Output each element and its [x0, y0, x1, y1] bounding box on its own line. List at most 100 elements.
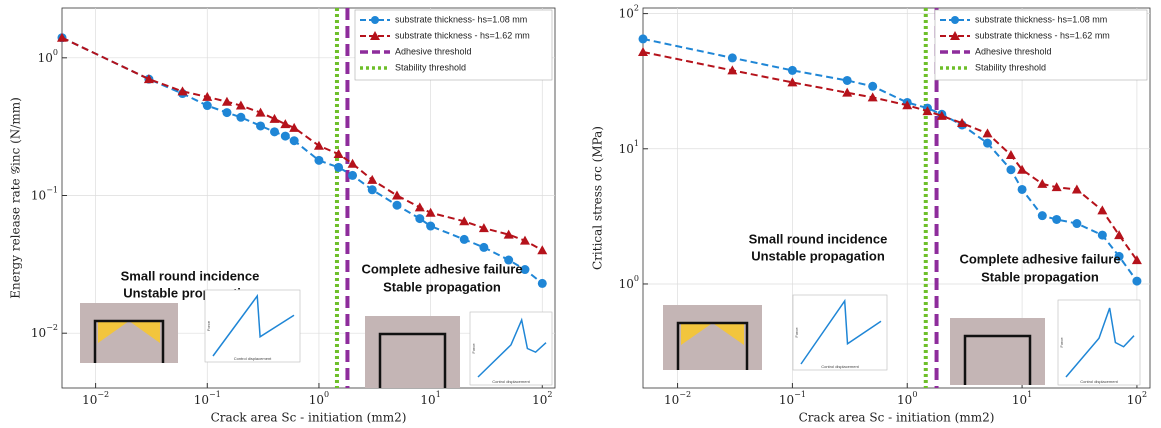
x-tick-label: 100: [897, 390, 917, 407]
legend-label: Stability threshold: [395, 62, 466, 72]
legend-marker: [371, 16, 379, 24]
inset-specimen: [663, 305, 762, 370]
chart: 10−2 10−1 100 101 102 100 101 102 Crack area Sc …: [591, 4, 1151, 425]
marker: [255, 107, 266, 117]
legend-label: Adhesive threshold: [395, 46, 472, 56]
y-tick-label: 101: [619, 139, 639, 156]
marker: [503, 229, 514, 239]
marker: [143, 74, 154, 84]
series-line: [642, 37, 1138, 282]
x-tick-label: 101: [1012, 390, 1032, 407]
x-axis-label: Crack area Sc - initiation (mm2): [799, 411, 995, 425]
marker: [425, 207, 436, 217]
inset-crack: [98, 321, 160, 343]
marker: [520, 265, 530, 275]
legend-marker: [370, 31, 380, 40]
legend-label: substrate thickness- hs=1.08 mm: [975, 14, 1107, 24]
marker: [727, 65, 738, 75]
inset-curve: [1065, 307, 1135, 378]
marker: [1132, 276, 1142, 286]
marker: [1037, 178, 1048, 188]
inset-crack: [681, 323, 744, 345]
annotation: Small round incidence: [121, 268, 260, 283]
marker: [787, 65, 797, 75]
x-tick-label: 10−2: [664, 390, 691, 407]
marker: [57, 32, 67, 42]
inset-label: Force: [1059, 337, 1064, 348]
inset-specimen: [80, 303, 178, 363]
marker: [202, 101, 212, 111]
marker: [236, 112, 246, 122]
marker: [348, 170, 358, 180]
marker: [1006, 165, 1016, 175]
marker: [367, 174, 378, 184]
inset-label: Control displacement: [1080, 379, 1118, 384]
marker: [289, 136, 299, 146]
x-tick-label: 102: [1127, 390, 1147, 407]
y-axis-label: Energy release rate 𝒢inc (N/mm): [9, 97, 23, 299]
y-tick-label: 10−2: [31, 323, 58, 340]
x-tick-label: 100: [309, 390, 329, 407]
x-tick-label: 102: [532, 390, 552, 407]
marker: [459, 234, 469, 244]
marker: [415, 214, 425, 224]
marker: [222, 108, 232, 118]
marker: [727, 53, 737, 63]
y-tick-label: 100: [619, 274, 639, 291]
marker: [414, 202, 425, 212]
marker: [269, 113, 280, 123]
marker: [256, 121, 266, 131]
inset-label: Force: [471, 343, 476, 354]
marker: [1017, 164, 1028, 174]
marker: [1052, 214, 1062, 224]
marker: [334, 162, 344, 172]
annotation: Stable propagation: [383, 279, 501, 294]
marker: [537, 278, 547, 288]
marker: [347, 158, 358, 168]
y-tick-label: 100: [38, 48, 58, 64]
marker: [314, 155, 324, 165]
inset-label: Control displacement: [234, 356, 272, 361]
annotation: Unstable propagation: [751, 248, 885, 263]
marker: [1114, 230, 1125, 240]
marker: [504, 255, 514, 265]
marker: [1131, 255, 1142, 265]
inset-graph: [792, 294, 888, 371]
x-tick-label: 10−1: [194, 390, 221, 407]
marker: [519, 235, 530, 245]
marker: [392, 200, 402, 210]
marker: [1114, 251, 1124, 261]
marker: [1037, 211, 1047, 221]
marker: [221, 96, 232, 106]
marker: [1017, 184, 1027, 194]
marker: [280, 119, 291, 129]
inset-frame: [676, 321, 749, 370]
marker: [426, 221, 436, 231]
annotation: Stable propagation: [981, 269, 1099, 284]
inset-label: Force: [794, 327, 799, 338]
marker: [235, 100, 246, 110]
marker: [957, 118, 968, 128]
marker: [1071, 184, 1082, 194]
marker: [983, 138, 993, 148]
legend-marker: [950, 31, 960, 40]
legend-label: substrate thickness- hs=1.08 mm: [395, 14, 527, 24]
inset-curve: [800, 298, 882, 365]
series-line: [642, 51, 1138, 261]
x-tick-label: 10−2: [82, 390, 109, 407]
marker: [638, 34, 648, 44]
marker: [270, 127, 280, 137]
marker: [922, 106, 933, 116]
marker: [982, 128, 993, 138]
inset-frame: [93, 319, 165, 363]
inset-graph: [469, 311, 553, 386]
legend-label: substrate thickness - hs=1.62 mm: [975, 30, 1110, 40]
marker: [459, 216, 470, 226]
marker: [478, 223, 489, 233]
y-tick-label: 10−1: [31, 186, 58, 203]
marker: [333, 149, 344, 159]
marker: [902, 100, 913, 110]
marker: [787, 77, 798, 87]
marker: [842, 87, 853, 97]
inset-label: Control displacement: [821, 364, 859, 369]
